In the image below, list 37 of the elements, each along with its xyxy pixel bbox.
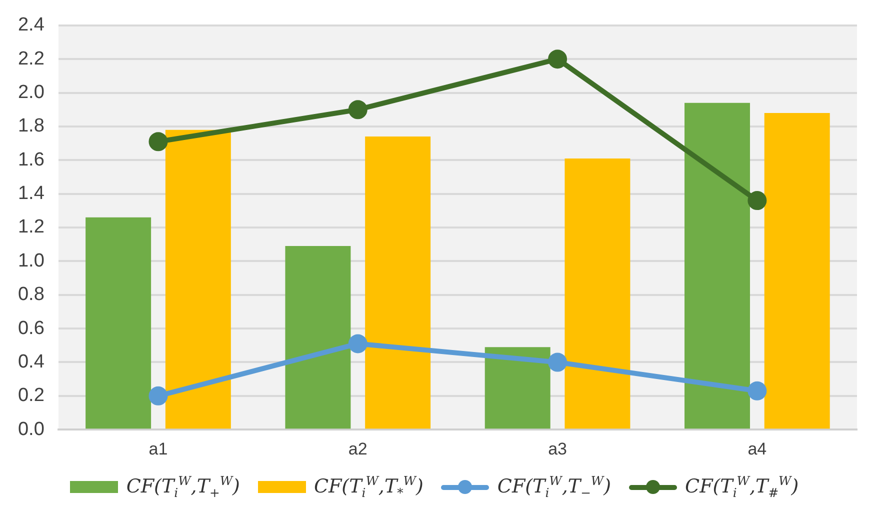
x-tick-label: a2 (348, 439, 368, 458)
y-tick-label: 0.8 (18, 284, 44, 306)
y-tick-label: 1.0 (18, 250, 44, 272)
y-tick-label: 0.0 (18, 418, 44, 440)
bar (165, 130, 231, 429)
point (548, 352, 568, 372)
bar (684, 102, 750, 429)
y-tick-label: 0.2 (18, 385, 44, 406)
x-tick-label: a3 (548, 439, 567, 458)
x-tick-label: a4 (748, 439, 767, 458)
point (348, 334, 368, 354)
y-tick-label: 1.2 (18, 216, 44, 238)
y-tick-label: 0.4 (18, 351, 45, 372)
x-tick-label: a1 (148, 439, 168, 458)
y-tick-label: 2.2 (18, 48, 44, 70)
legend-label: CF(T$_{i}$$^{W}$,T$_{+}$$^{W}$) (126, 474, 240, 500)
bar (484, 347, 550, 429)
y-tick-label: 2.4 (18, 14, 45, 36)
bar (285, 246, 351, 429)
bar (365, 136, 431, 429)
legend-label: CF(T$_{i}$$^{W}$,T$_{#}$$^{W}$) (685, 474, 799, 500)
y-tick-label: 2.0 (18, 82, 44, 103)
point (748, 191, 767, 210)
bar (564, 158, 630, 429)
y-tick-label: 1.6 (18, 149, 44, 170)
y-tick-label: 1.8 (18, 116, 44, 137)
point (548, 50, 568, 69)
point (348, 100, 368, 120)
y-tick-label: 1.4 (18, 183, 45, 204)
point (148, 132, 168, 152)
bar (764, 112, 830, 429)
bar (86, 217, 152, 429)
legend-label: CF(T$_{i}$$^{W}$,T$_{−}$$^{W}$) (497, 474, 612, 500)
point (148, 386, 168, 406)
legend-label: CF(T$_{i}$$^{W}$,T$_{*}$$^{W}$) (314, 474, 424, 500)
point (748, 381, 767, 400)
y-tick-label: 0.6 (18, 318, 44, 339)
